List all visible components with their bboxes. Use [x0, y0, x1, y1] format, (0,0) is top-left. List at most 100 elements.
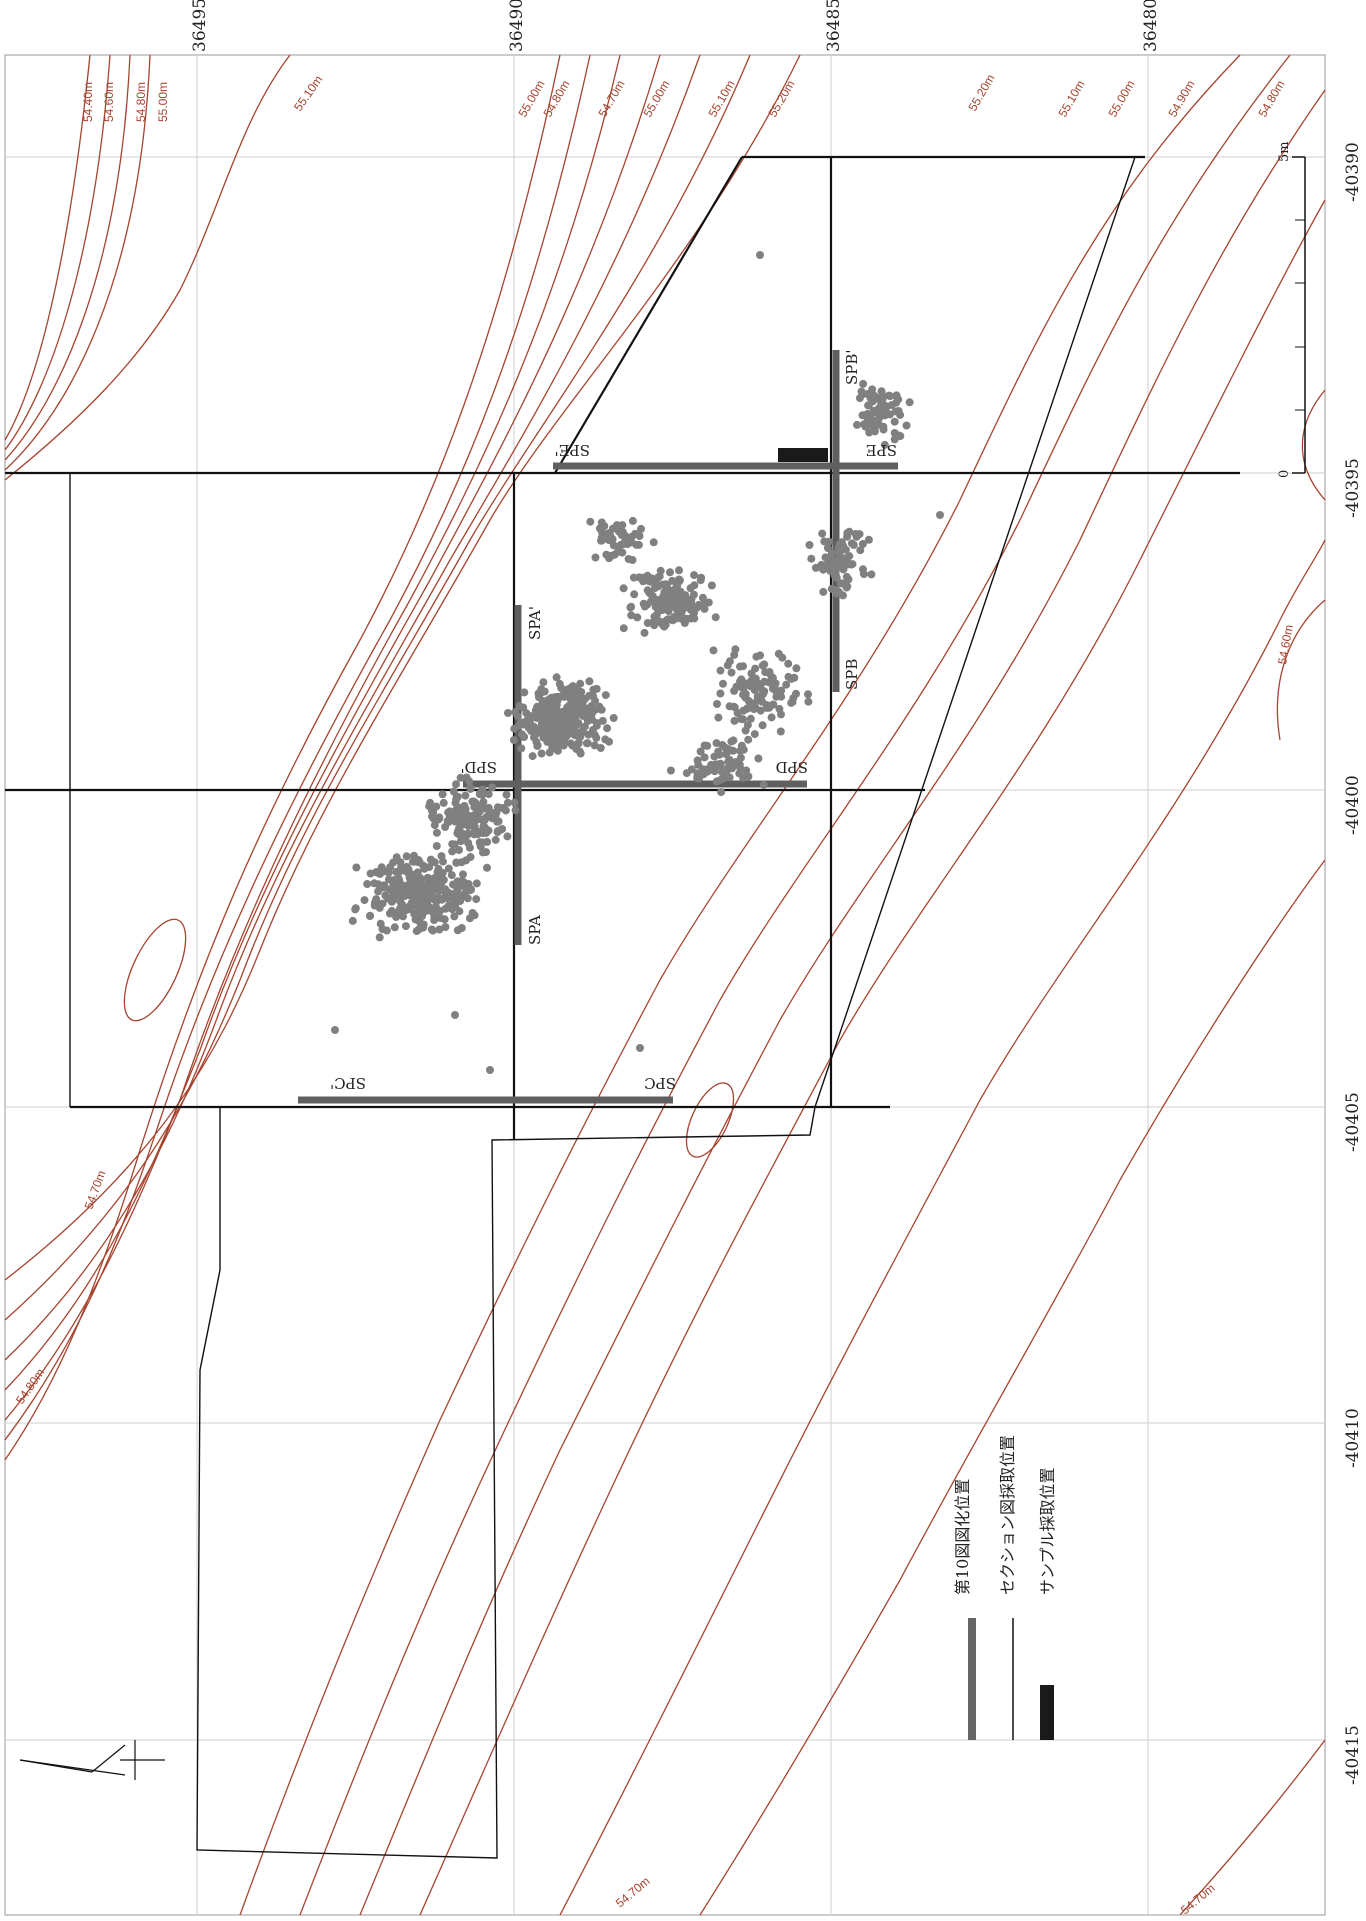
- artifact-point: [863, 410, 872, 418]
- artifact-point: [605, 737, 614, 746]
- artifact-point: [614, 527, 623, 536]
- legend-label-1: 第10図図化位置: [953, 1479, 972, 1595]
- artifact-point: [454, 826, 463, 835]
- artifact-point: [716, 666, 725, 675]
- artifact-point: [429, 808, 438, 817]
- artifact-points: [331, 251, 944, 1074]
- artifact-point: [669, 586, 678, 595]
- artifact-point: [504, 709, 512, 717]
- artifact-point: [437, 852, 446, 861]
- artifact-point: [509, 736, 518, 745]
- artifact-point: [762, 703, 771, 712]
- contour-label: 55.10m: [1055, 78, 1087, 120]
- artifact-point: [859, 565, 867, 574]
- scale-bar: 0 5m: [1277, 141, 1306, 478]
- artifact-point: [479, 797, 488, 806]
- artifact-point: [418, 912, 427, 921]
- artifact-point: [493, 817, 502, 826]
- artifact-point: [375, 881, 384, 890]
- artifact-point: [700, 753, 709, 762]
- artifact-point: [401, 922, 410, 931]
- artifact-point: [432, 828, 441, 837]
- artifact-point: [511, 806, 520, 815]
- artifact-point: [626, 603, 635, 612]
- artifact-point: [751, 704, 760, 712]
- artifact-point: [668, 594, 677, 603]
- artifact-point: [435, 925, 444, 934]
- artifact-point: [816, 562, 825, 571]
- artifact-point: [744, 735, 753, 744]
- artifact-point: [632, 540, 641, 549]
- artifact-point: [687, 765, 696, 774]
- artifact-point: [686, 584, 695, 593]
- artifact-point: [832, 573, 841, 582]
- artifact-point: [784, 659, 793, 668]
- artifact-point: [527, 712, 536, 721]
- artifact-point: [729, 736, 738, 745]
- label-spc: SPC: [644, 1074, 676, 1092]
- artifact-point: [592, 721, 601, 730]
- artifact-point: [480, 823, 489, 832]
- artifact-point: [804, 697, 813, 706]
- label-spb: SPB: [843, 659, 861, 690]
- artifact-point: [408, 857, 417, 866]
- artifact-point: [581, 694, 590, 703]
- artifact-point: [716, 689, 725, 698]
- artifact-point: [835, 547, 844, 556]
- artifact-point: [731, 758, 740, 766]
- artifact-point: [475, 790, 484, 799]
- artifact-point: [666, 568, 674, 577]
- artifact-point: [703, 741, 712, 750]
- artifact-point: [746, 714, 755, 723]
- artifact-point: [707, 760, 716, 769]
- artifact-point: [484, 790, 493, 799]
- artifact-point: [519, 720, 528, 729]
- artifact-point: [432, 842, 441, 850]
- artifact-point: [651, 582, 660, 591]
- axis-label-y2: -40395: [1343, 458, 1363, 518]
- artifact-point: [584, 730, 593, 739]
- artifact-point: [449, 787, 458, 796]
- artifact-point: [694, 600, 703, 609]
- artifact-point: [537, 685, 546, 694]
- legend-label-3: サンプル採取位置: [1038, 1467, 1057, 1595]
- artifact-point: [882, 402, 891, 411]
- artifact-point: [601, 691, 610, 700]
- artifact-point: [426, 798, 435, 807]
- artifact-point: [690, 571, 699, 580]
- artifact-point: [685, 604, 694, 613]
- legend-label-2: セクション図採取位置: [998, 1435, 1017, 1595]
- artifact-point: [739, 662, 747, 671]
- artifact-point: [410, 851, 418, 860]
- artifact-point: [437, 874, 446, 883]
- artifact-point: [707, 581, 716, 590]
- artifact-point: [870, 423, 879, 432]
- artifact-point: [652, 599, 661, 608]
- artifact-point: [710, 752, 719, 761]
- artifact-point: [831, 559, 840, 568]
- artifact-point: [469, 820, 478, 828]
- artifact-point: [560, 730, 568, 739]
- artifact-point: [610, 550, 619, 559]
- artifact-point: [650, 621, 659, 630]
- artifact-point: [510, 798, 519, 807]
- artifact-point: [439, 798, 448, 807]
- contour-label: 54.40m: [81, 82, 95, 122]
- axis-label-x2: 36490: [507, 0, 527, 52]
- artifact-point: [649, 538, 658, 547]
- artifact-point: [472, 879, 481, 888]
- artifact-point: [451, 1011, 459, 1019]
- artifact-point: [774, 649, 783, 658]
- artifact-point: [666, 766, 675, 775]
- artifact-point: [576, 749, 585, 758]
- artifact-point: [853, 420, 861, 429]
- artifact-point: [866, 394, 875, 403]
- artifact-point: [520, 733, 529, 741]
- artifact-point: [402, 852, 411, 861]
- artifact-point: [740, 679, 749, 688]
- artifact-point: [444, 818, 453, 826]
- contour-label: 55.20m: [765, 78, 797, 120]
- section-bars: [298, 350, 898, 1104]
- artifact-point: [827, 584, 836, 593]
